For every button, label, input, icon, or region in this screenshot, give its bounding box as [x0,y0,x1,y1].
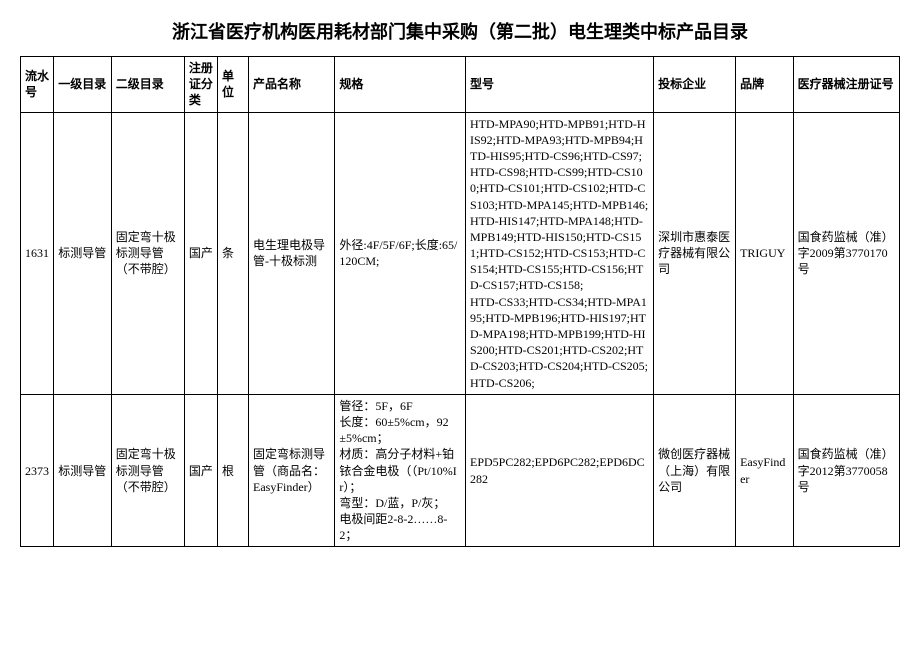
cell-regno: 国食药监械（准）字2009第3770170号 [793,112,899,394]
col-header-cat2: 二级目录 [111,57,184,113]
cell-model: EPD5PC282;EPD6PC282;EPD6DC282 [465,394,653,547]
col-header-bidder: 投标企业 [654,57,736,113]
cell-model: HTD-MPA90;HTD-MPB91;HTD-HIS92;HTD-MPA93;… [465,112,653,394]
cell-unit: 条 [218,112,249,394]
col-header-model: 型号 [465,57,653,113]
cell-serial: 1631 [21,112,54,394]
cell-serial: 2373 [21,394,54,547]
col-header-cat1: 一级目录 [54,57,112,113]
col-header-brand: 品牌 [736,57,794,113]
col-header-name: 产品名称 [249,57,335,113]
cell-brand: EasyFinder [736,394,794,547]
cell-spec: 外径:4F/5F/6F;长度:65/120CM; [335,112,466,394]
col-header-regtype: 注册证分类 [184,57,217,113]
cell-cat1: 标测导管 [54,394,112,547]
col-header-unit: 单位 [218,57,249,113]
cell-spec: 管径：5F，6F长度：60±5%cm，92±5%cm；材质：高分子材料+铂铱合金… [335,394,466,547]
col-header-spec: 规格 [335,57,466,113]
page-title: 浙江省医疗机构医用耗材部门集中采购（第二批）电生理类中标产品目录 [20,18,900,44]
cell-bidder: 深圳市惠泰医疗器械有限公司 [654,112,736,394]
table-row: 2373 标测导管 固定弯十极标测导管（不带腔） 国产 根 固定弯标测导管（商品… [21,394,900,547]
cell-regno: 国食药监械（准）字2012第3770058号 [793,394,899,547]
product-table: 流水号 一级目录 二级目录 注册证分类 单位 产品名称 规格 型号 投标企业 品… [20,56,900,547]
col-header-serial: 流水号 [21,57,54,113]
cell-name: 电生理电极导管-十极标测 [249,112,335,394]
cell-cat2: 固定弯十极标测导管（不带腔） [111,112,184,394]
table-header-row: 流水号 一级目录 二级目录 注册证分类 单位 产品名称 规格 型号 投标企业 品… [21,57,900,113]
cell-cat1: 标测导管 [54,112,112,394]
cell-name: 固定弯标测导管（商品名：EasyFinder） [249,394,335,547]
cell-unit: 根 [218,394,249,547]
cell-brand: TRIGUY [736,112,794,394]
cell-regtype: 国产 [184,112,217,394]
cell-regtype: 国产 [184,394,217,547]
col-header-regno: 医疗器械注册证号 [793,57,899,113]
table-row: 1631 标测导管 固定弯十极标测导管（不带腔） 国产 条 电生理电极导管-十极… [21,112,900,394]
cell-bidder: 微创医疗器械（上海）有限公司 [654,394,736,547]
cell-cat2: 固定弯十极标测导管（不带腔） [111,394,184,547]
